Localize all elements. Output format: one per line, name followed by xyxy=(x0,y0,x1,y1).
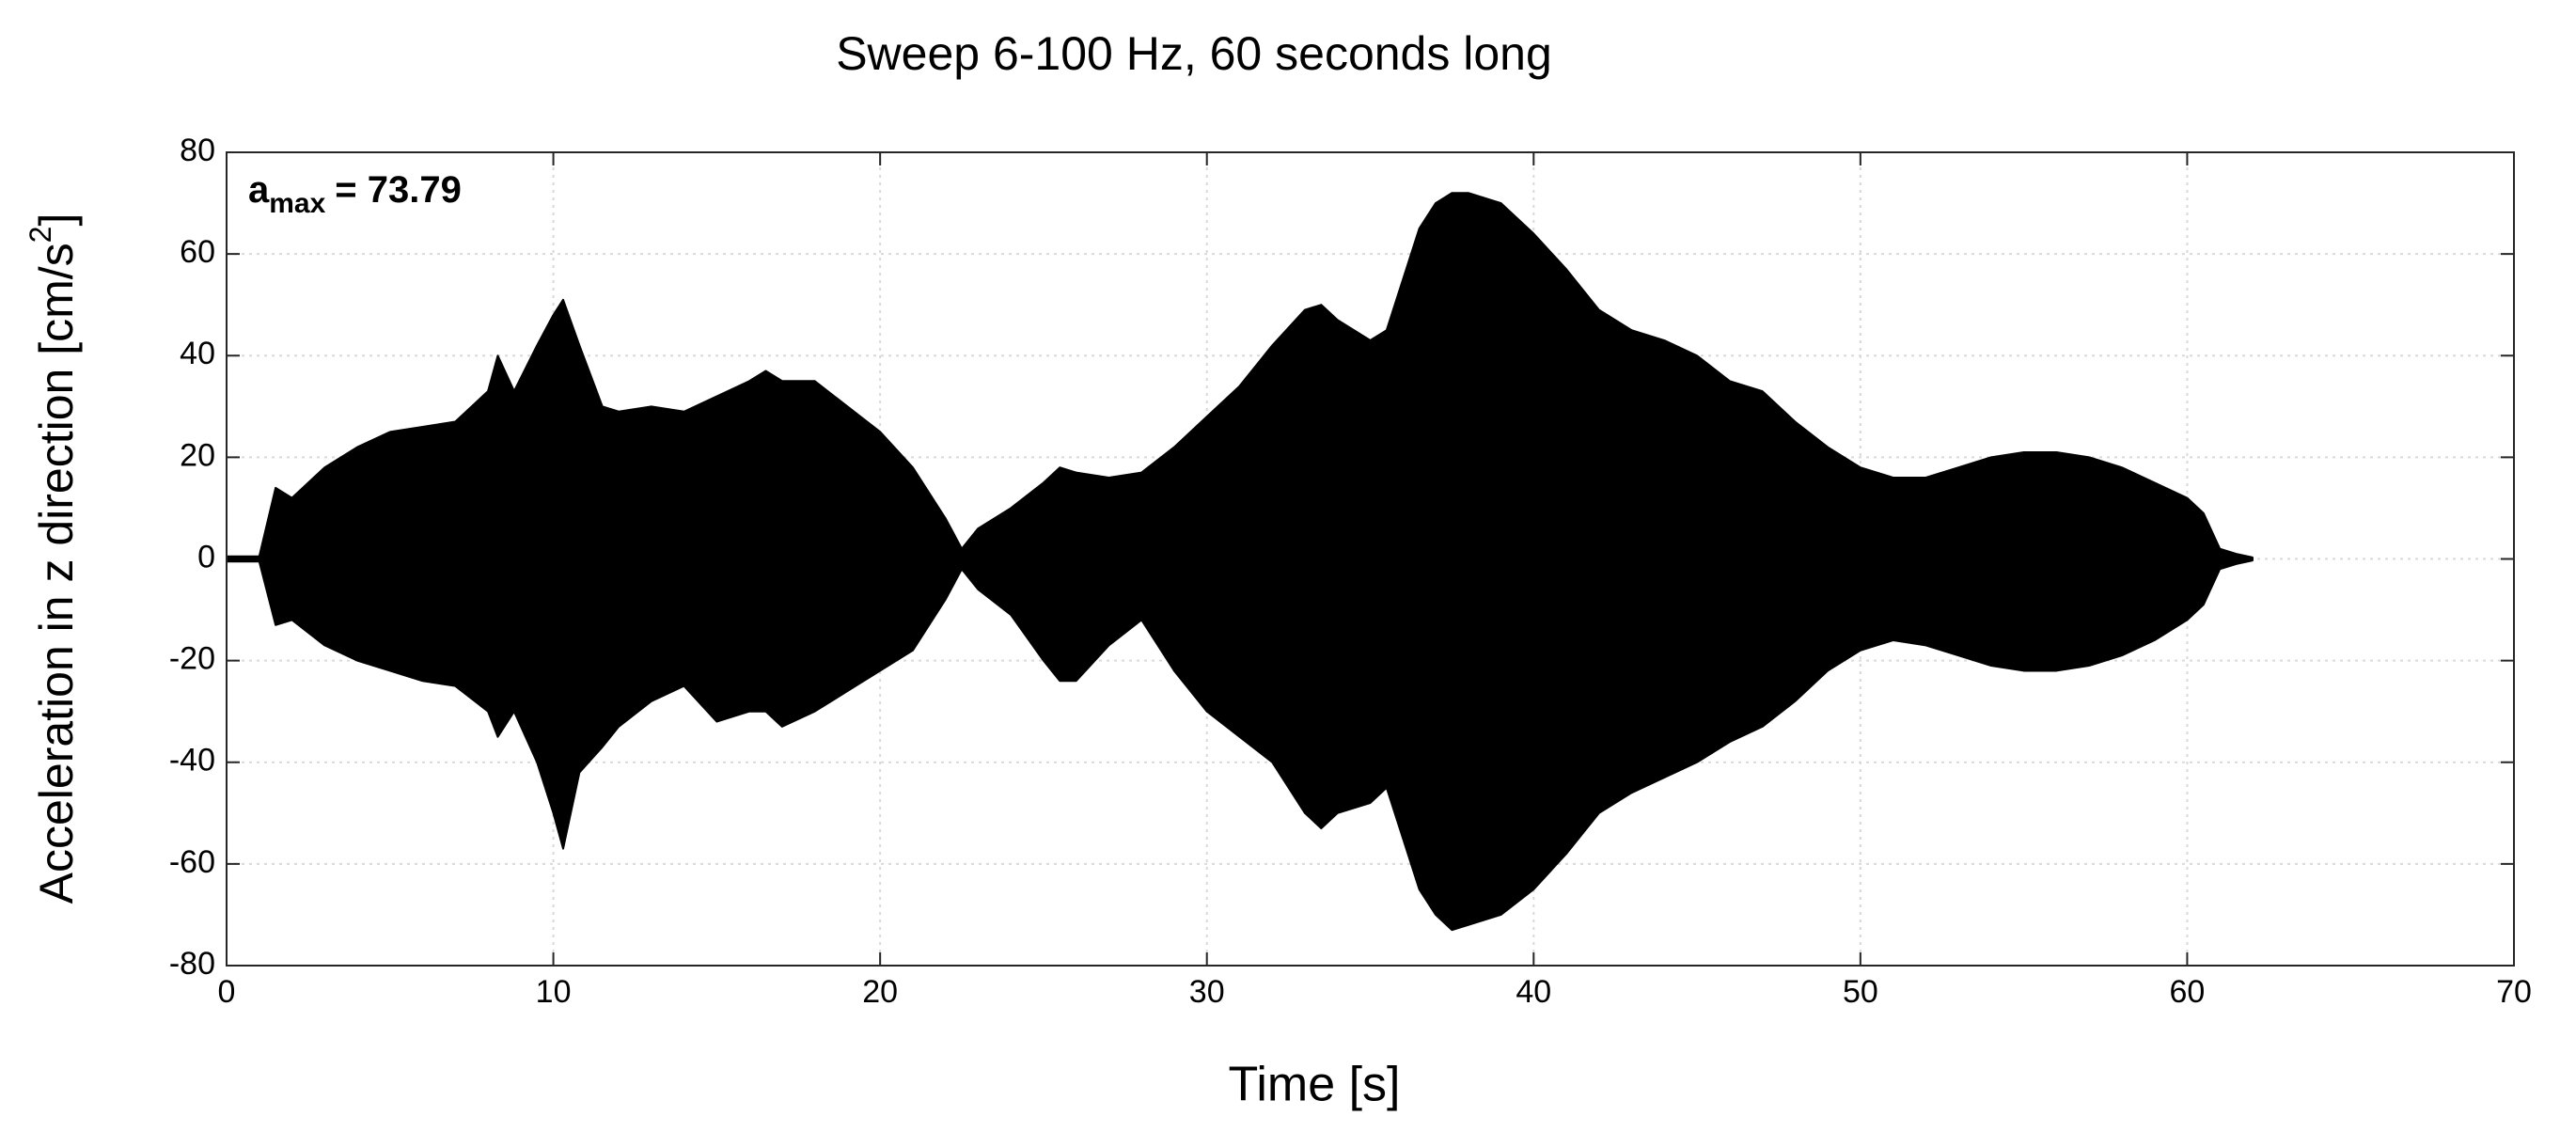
y-axis-label-text: Acceleration in z direction [cm/s xyxy=(30,243,83,904)
y-tick-label: -80 xyxy=(169,946,215,982)
annotation-subscript: max xyxy=(269,188,325,219)
x-axis-label: Time [s] xyxy=(1229,1058,1401,1112)
x-tick-label: 50 xyxy=(1843,974,1878,1010)
y-tick-label: -60 xyxy=(169,844,215,880)
x-tick-label: 30 xyxy=(1189,974,1225,1010)
x-tick-label: 10 xyxy=(536,974,572,1010)
y-tick-label: 20 xyxy=(180,437,215,473)
y-axis-label-suffix: ] xyxy=(30,213,83,227)
y-tick-label: -20 xyxy=(169,641,215,677)
x-tick-label: 20 xyxy=(862,974,898,1010)
y-tick-label: 80 xyxy=(180,133,215,168)
plot-area: -80 -60 -40 -20 0 20 40 60 80 0 10 20 30 40 50 60 70 xyxy=(169,133,2532,1010)
y-tick-label: 40 xyxy=(180,336,215,371)
x-tick-label: 70 xyxy=(2496,974,2532,1010)
y-tick-label: 0 xyxy=(197,539,215,574)
annotation: amax = 73.79 xyxy=(248,169,462,219)
plot-frame xyxy=(226,151,2515,967)
x-tick-label: 40 xyxy=(1516,974,1551,1010)
y-tick-label: -40 xyxy=(169,743,215,778)
y-tick-label: 60 xyxy=(180,234,215,270)
signal-envelope xyxy=(226,558,2254,932)
annotation-symbol: a xyxy=(248,169,270,211)
annotation-text: = 73.79 xyxy=(335,169,462,211)
x-tick-label: 0 xyxy=(218,974,236,1010)
chart-title: Sweep 6-100 Hz, 60 seconds long xyxy=(836,27,1552,80)
signal-envelope xyxy=(226,192,2254,560)
y-axis-label-superscript: 2 xyxy=(24,227,57,244)
y-axis-label: Acceleration in z direction [cm/s2] xyxy=(24,213,83,904)
x-tick-label: 60 xyxy=(2170,974,2206,1010)
